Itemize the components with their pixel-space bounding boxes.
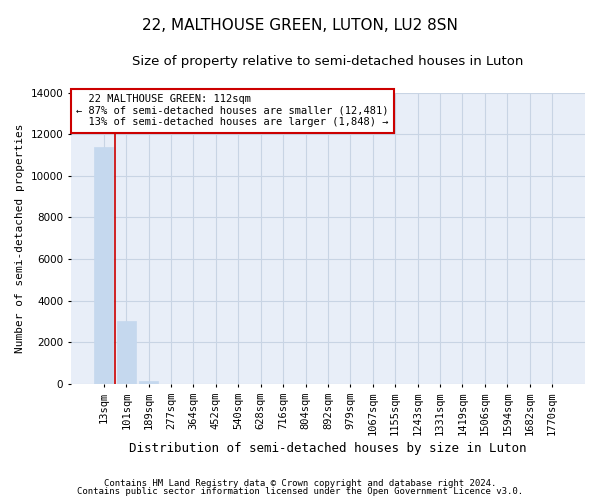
Text: 22, MALTHOUSE GREEN, LUTON, LU2 8SN: 22, MALTHOUSE GREEN, LUTON, LU2 8SN [142, 18, 458, 32]
Title: Size of property relative to semi-detached houses in Luton: Size of property relative to semi-detach… [132, 55, 524, 68]
Text: 22 MALTHOUSE GREEN: 112sqm
← 87% of semi-detached houses are smaller (12,481)
  : 22 MALTHOUSE GREEN: 112sqm ← 87% of semi… [76, 94, 389, 128]
Text: Contains public sector information licensed under the Open Government Licence v3: Contains public sector information licen… [77, 487, 523, 496]
Bar [117, 322, 136, 384]
Text: Contains HM Land Registry data © Crown copyright and database right 2024.: Contains HM Land Registry data © Crown c… [104, 478, 496, 488]
Bar [94, 147, 113, 384]
Y-axis label: Number of semi-detached properties: Number of semi-detached properties [15, 124, 25, 353]
Bar [139, 380, 158, 384]
X-axis label: Distribution of semi-detached houses by size in Luton: Distribution of semi-detached houses by … [129, 442, 527, 455]
